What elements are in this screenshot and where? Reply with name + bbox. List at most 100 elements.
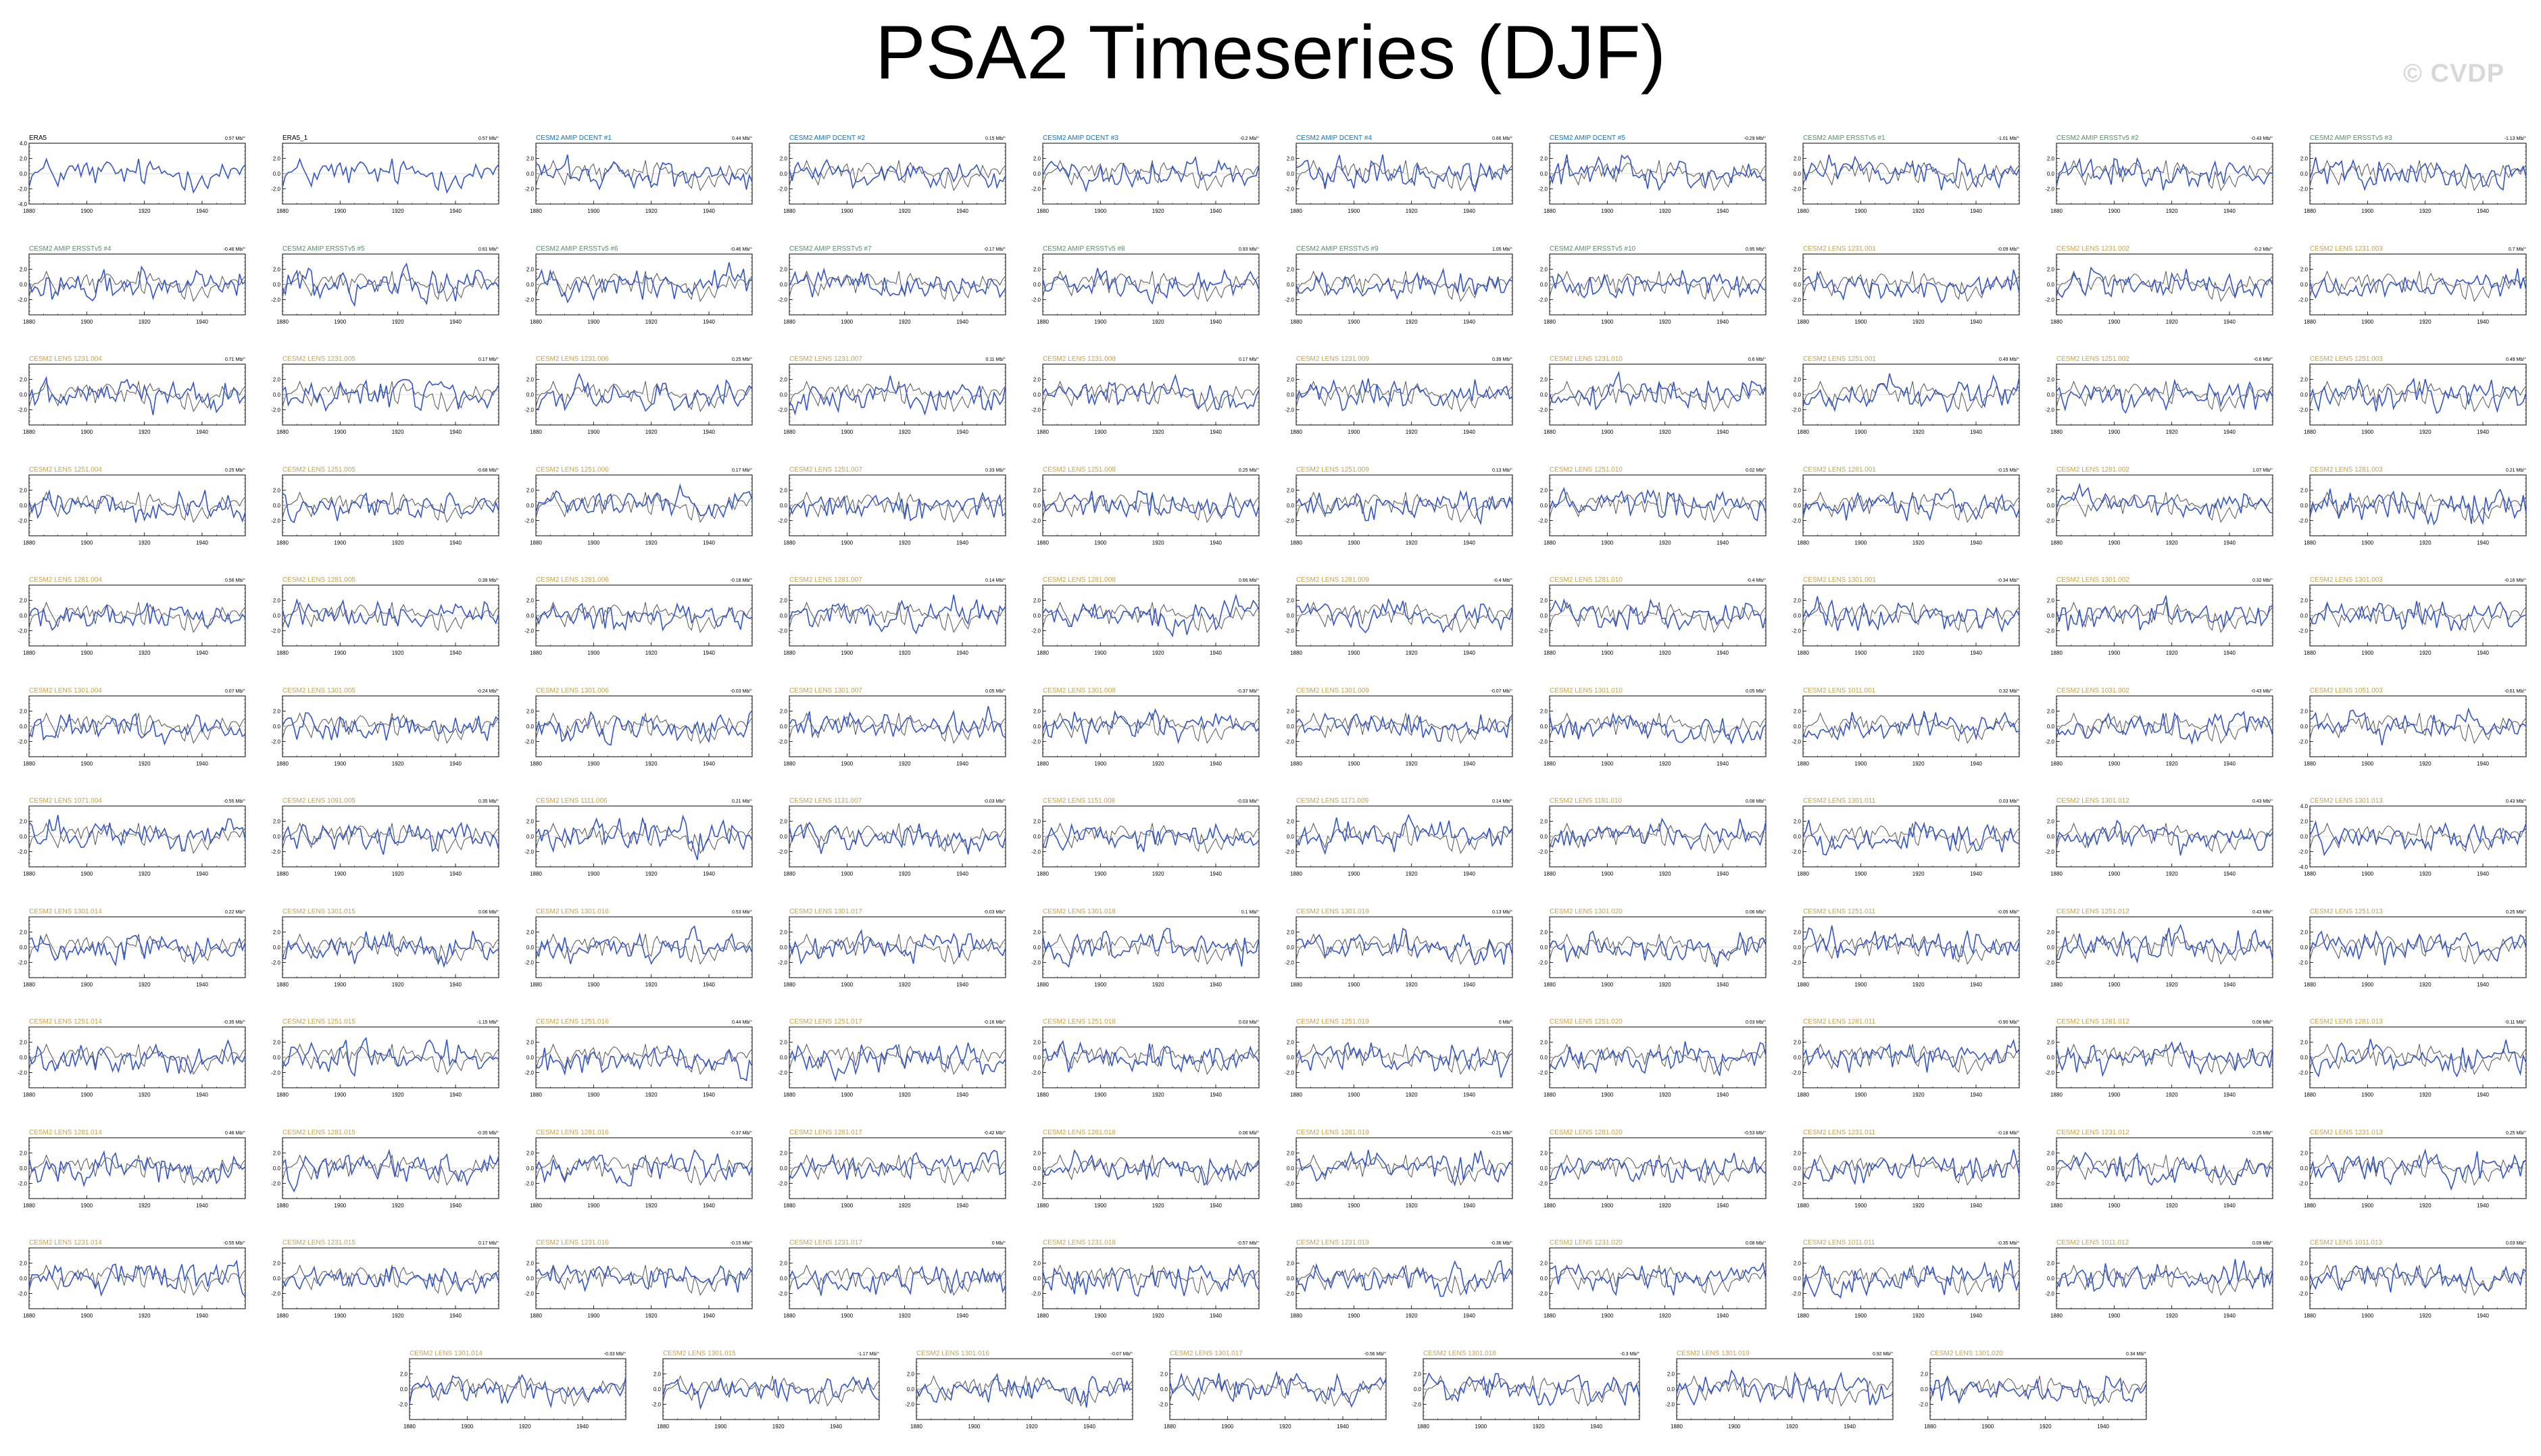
panel-trend: 0.25 Mb/°: [225, 468, 245, 473]
x-tick-label: 1880: [2050, 319, 2063, 325]
x-tick-label: 1920: [392, 429, 404, 435]
member-series-line: [282, 378, 499, 412]
y-tick-label: -2.0: [1792, 407, 1801, 413]
timeseries-panel: CESM2 LENS 1281.007 0.14 Mb/° 2.0 0.0 -2.0 18…: [778, 576, 1006, 656]
y-tick-label: 0.0: [526, 613, 535, 619]
panel-trend: 0.25 Mb/°: [732, 357, 752, 362]
x-tick-label: 1880: [2304, 540, 2316, 546]
member-series-line: [28, 265, 246, 301]
panel-title: CESM2 LENS 1301.010: [1550, 687, 1623, 695]
y-tick-label: 2.0: [1540, 487, 1548, 493]
y-tick-label: 0.0: [526, 724, 535, 730]
member-series-line: [1296, 378, 1513, 411]
y-tick-label: 2.0: [2047, 819, 2055, 825]
x-tick-label: 1920: [1152, 319, 1164, 325]
panel-trend: -0.43 Mb/°: [2251, 136, 2273, 141]
panel-title: CESM2 LENS 1231.002: [2056, 245, 2129, 253]
member-series-line: [535, 261, 753, 303]
x-tick-label: 1940: [703, 871, 715, 877]
member-series-line: [789, 491, 1006, 522]
y-tick-label: 0.0: [1287, 392, 1295, 398]
panel-trend: -0.07 Mb/°: [1491, 688, 1513, 694]
x-tick-label: 1920: [1406, 650, 1418, 656]
member-series-line: [2309, 707, 2527, 745]
panel-trend: 0.93 Mb/°: [1239, 247, 1259, 252]
y-tick-label: 2.0: [1794, 377, 1802, 383]
member-series-line: [1549, 270, 1767, 299]
y-tick-label: -2.0: [1285, 297, 1294, 303]
y-tick-label: -2.0: [524, 407, 534, 413]
x-tick-label: 1940: [956, 761, 968, 767]
observed-series-line: [1296, 822, 1513, 855]
x-tick-label: 1920: [645, 208, 658, 214]
x-tick-label: 1900: [80, 761, 93, 767]
y-tick-label: 2.0: [273, 708, 281, 714]
panel-trend: 0.05 Mb/°: [985, 688, 1006, 694]
x-tick-label: 1940: [1970, 761, 1982, 767]
y-tick-label: 2.0: [526, 708, 535, 714]
x-tick-label: 1940: [1463, 208, 1475, 214]
panel-title: CESM2 LENS 1301.008: [1043, 687, 1116, 695]
x-tick-label: 1880: [530, 429, 542, 435]
y-tick-label: -2.0: [1792, 849, 1801, 855]
panel-title: CESM2 AMIP DCENT #1: [536, 134, 612, 142]
timeseries-panel: CESM2 LENS 1231.006 0.25 Mb/° 2.0 0.0 -2.0 18…: [524, 355, 753, 435]
timeseries-panel: CESM2 LENS 1281.005 0.39 Mb/° 2.0 0.0 -2.0 18…: [271, 576, 499, 656]
x-tick-label: 1920: [899, 650, 911, 656]
member-series-line: [1296, 267, 1513, 300]
y-tick-label: 2.0: [1540, 708, 1548, 714]
panel-trend: -0.4 Mb/°: [1494, 578, 1513, 583]
y-tick-label: 0.0: [273, 392, 281, 398]
observed-series-line: [789, 601, 1006, 634]
panel-trend: -0.16 Mb/°: [2505, 578, 2527, 583]
x-tick-label: 1900: [587, 761, 599, 767]
timeseries-panel: CESM2 LENS 1251.004 0.25 Mb/° 2.0 0.0 -2.0 18…: [18, 466, 246, 546]
x-tick-label: 1900: [1601, 650, 1613, 656]
panel-title: CESM2 LENS 1231.001: [1803, 245, 1876, 253]
panel-title: CESM2 LENS 1301.014: [29, 908, 102, 915]
x-tick-label: 1920: [645, 429, 658, 435]
x-tick-label: 1880: [23, 208, 35, 214]
x-tick-label: 1880: [1797, 871, 1809, 877]
x-tick-label: 1920: [2419, 871, 2432, 877]
x-tick-label: 1880: [23, 540, 35, 546]
y-tick-label: 0.0: [20, 503, 28, 509]
x-tick-label: 1900: [334, 319, 346, 325]
timeseries-panel: CESM2 LENS 1251.001 0.49 Mb/° 2.0 0.0 -2.0 18…: [1792, 355, 2020, 435]
observed-series-line: [789, 270, 1006, 302]
panel-title: CESM2 LENS 1171.009: [1296, 797, 1369, 805]
y-tick-label: 0.0: [2300, 171, 2309, 177]
panel-trend: 0.17 Mb/°: [478, 357, 499, 362]
timeseries-panel: CESM2 LENS 1231.001 -0.09 Mb/° 2.0 0.0 -2.0 1…: [1792, 245, 2020, 325]
timeseries-panel: CESM2 LENS 1231.003 0.7 Mb/° 2.0 0.0 -2.0 188…: [2298, 245, 2527, 325]
panel-trend: -0.03 Mb/°: [731, 688, 753, 694]
x-tick-label: 1900: [1348, 429, 1360, 435]
y-tick-label: 0.0: [526, 503, 535, 509]
x-tick-label: 1920: [392, 871, 404, 877]
panel-title: CESM2 LENS 1301.009: [1296, 687, 1369, 695]
member-series-line: [28, 376, 246, 416]
panel-trend: -0.2 Mb/°: [2254, 247, 2273, 252]
x-tick-label: 1880: [2304, 650, 2316, 656]
panel-title: CESM2 AMIP DCENT #2: [789, 134, 865, 142]
y-tick-label: 2.0: [1794, 156, 1802, 162]
member-series-line: [1802, 710, 2020, 740]
y-tick-label: 0.0: [1794, 392, 1802, 398]
x-tick-label: 1920: [392, 650, 404, 656]
x-tick-label: 1880: [1037, 871, 1049, 877]
y-tick-label: 0.0: [2300, 392, 2309, 398]
x-tick-label: 1920: [1152, 208, 1164, 214]
x-tick-label: 1900: [1601, 429, 1613, 435]
y-tick-label: -2.0: [2045, 738, 2054, 745]
x-tick-label: 1880: [1037, 429, 1049, 435]
y-tick-label: 2.0: [20, 708, 28, 714]
x-tick-label: 1940: [2477, 650, 2489, 656]
x-tick-label: 1920: [1913, 208, 1925, 214]
x-tick-label: 1920: [1913, 650, 1925, 656]
x-tick-label: 1940: [2477, 540, 2489, 546]
observed-series-line: [535, 491, 753, 523]
timeseries-panel: CESM2 AMIP ERSSTv5 #5 0.61 Mb/° 2.0 0.0 -2.0…: [271, 245, 499, 325]
y-tick-label: 0.0: [2047, 613, 2055, 619]
y-tick-label: -2.0: [1792, 297, 1801, 303]
y-tick-label: 2.0: [780, 819, 788, 825]
